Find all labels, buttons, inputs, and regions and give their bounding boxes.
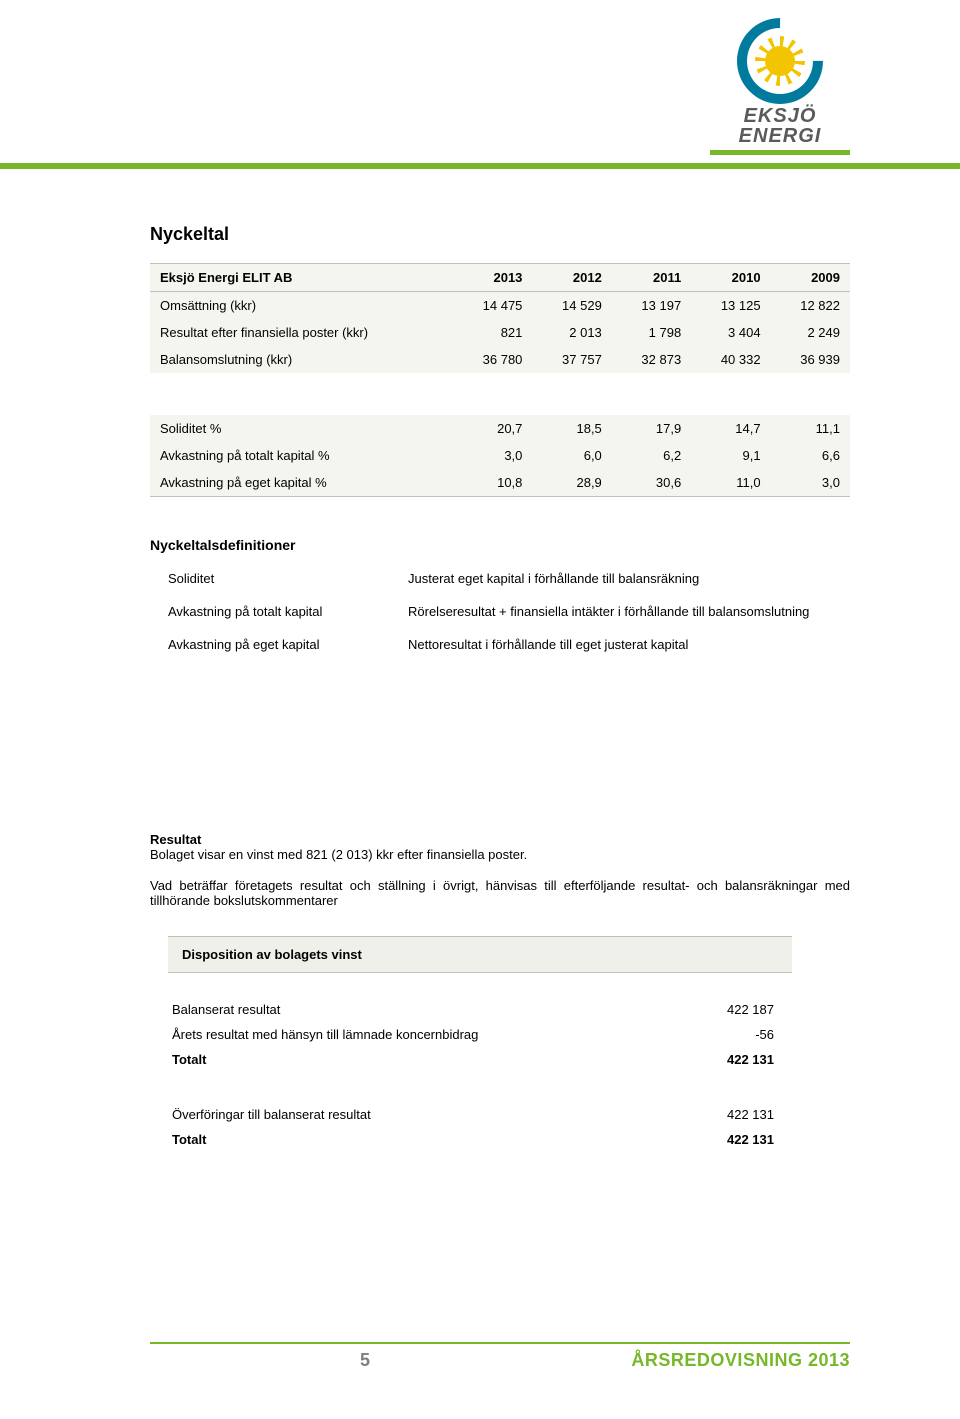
logo-line2: ENERGI [739,125,822,147]
table-row: Resultat efter finansiella poster (kkr)8… [150,319,850,346]
page-number: 5 [360,1350,370,1371]
logo-underline [710,150,850,155]
definition-desc: Nettoresultat i förhållande till eget ju… [408,637,850,652]
disposition-title: Disposition av bolagets vinst [168,936,792,973]
nyckeltal-table: Eksjö Energi ELIT AB 2013 2012 2011 2010… [150,263,850,497]
definition-row: SoliditetJusterat eget kapital i förhåll… [150,571,850,586]
cell-value: 14,7 [691,415,770,442]
col-2011: 2011 [612,264,691,292]
cell-value: 821 [453,319,532,346]
definitions-list: SoliditetJusterat eget kapital i förhåll… [150,571,850,652]
disposition-table-1: Balanserat resultat422 187Årets resultat… [168,997,778,1072]
total-label: Totalt [168,1047,650,1072]
cell-value: 2 249 [771,319,850,346]
cell-value: 18,5 [532,415,611,442]
row-label: Omsättning (kkr) [150,292,453,320]
row-label: Avkastning på eget kapital % [150,469,453,497]
table-row: Soliditet %20,718,517,914,711,1 [150,415,850,442]
cell-value: 36 939 [771,346,850,373]
definition-row: Avkastning på totalt kapitalRörelseresul… [150,604,850,619]
cell-value: -56 [650,1022,778,1047]
definition-desc: Justerat eget kapital i förhållande till… [408,571,850,586]
total-value: 422 131 [650,1127,778,1152]
cell-value: 12 822 [771,292,850,320]
company-logo: EKSJÖ ENERGI [710,18,850,155]
resultat-label: Resultat [150,832,201,847]
definition-row: Avkastning på eget kapitalNettoresultat … [150,637,850,652]
cell-value: 14 529 [532,292,611,320]
row-label: Balanserat resultat [168,997,650,1022]
cell-value: 2 013 [532,319,611,346]
disposition-block: Disposition av bolagets vinst Balanserat… [150,936,850,1152]
cell-value: 13 197 [612,292,691,320]
logo-text: EKSJÖ ENERGI [739,106,822,146]
cell-value: 32 873 [612,346,691,373]
col-label: Eksjö Energi ELIT AB [150,264,453,292]
cell-value: 20,7 [453,415,532,442]
cell-value: 422 131 [650,1102,778,1127]
page-footer: 5 ÅRSREDOVISNING 2013 [150,1342,850,1371]
definition-term: Avkastning på eget kapital [168,637,408,652]
col-2012: 2012 [532,264,611,292]
row-label: Överföringar till balanserat resultat [168,1102,650,1127]
table-row: Omsättning (kkr)14 47514 52913 19713 125… [150,292,850,320]
total-row: Totalt422 131 [168,1047,778,1072]
defs-title: Nyckeltalsdefinitioner [150,537,850,553]
table-row: Avkastning på totalt kapital %3,06,06,29… [150,442,850,469]
resultat-line1: Bolaget visar en vinst med 821 (2 013) k… [150,847,527,862]
cell-value: 11,1 [771,415,850,442]
col-2009: 2009 [771,264,850,292]
row-label: Soliditet % [150,415,453,442]
top-divider [0,163,960,169]
row-label: Balansomslutning (kkr) [150,346,453,373]
cell-value: 3,0 [771,469,850,497]
cell-value: 9,1 [691,442,770,469]
footer-doc-label: ÅRSREDOVISNING 2013 [631,1350,850,1371]
cell-value: 3 404 [691,319,770,346]
cell-value: 28,9 [532,469,611,497]
row-label: Avkastning på totalt kapital % [150,442,453,469]
col-2010: 2010 [691,264,770,292]
cell-value: 17,9 [612,415,691,442]
col-2013: 2013 [453,264,532,292]
row-label: Årets resultat med hänsyn till lämnade k… [168,1022,650,1047]
table-row: Överföringar till balanserat resultat422… [168,1102,778,1127]
definition-term: Avkastning på totalt kapital [168,604,408,619]
cell-value: 11,0 [691,469,770,497]
table-row: Årets resultat med hänsyn till lämnade k… [168,1022,778,1047]
cell-value: 36 780 [453,346,532,373]
cell-value: 6,6 [771,442,850,469]
cell-value: 30,6 [612,469,691,497]
table-row: Avkastning på eget kapital %10,828,930,6… [150,469,850,497]
cell-value: 10,8 [453,469,532,497]
sun-icon [765,46,795,76]
cell-value: 6,0 [532,442,611,469]
cell-value: 6,2 [612,442,691,469]
cell-value: 3,0 [453,442,532,469]
cell-value: 1 798 [612,319,691,346]
logo-line1: EKSJÖ [744,105,817,127]
cell-value: 13 125 [691,292,770,320]
resultat-block: Resultat Bolaget visar en vinst med 821 … [150,832,850,1152]
definition-desc: Rörelseresultat + finansiella intäkter i… [408,604,850,619]
definition-term: Soliditet [168,571,408,586]
disposition-table-2: Överföringar till balanserat resultat422… [168,1102,778,1152]
cell-value: 14 475 [453,292,532,320]
section-title-nyckeltal: Nyckeltal [150,224,850,245]
logo-badge [737,18,823,104]
table-row: Balansomslutning (kkr)36 78037 75732 873… [150,346,850,373]
total-label: Totalt [168,1127,650,1152]
table-spacer [150,373,850,415]
cell-value: 37 757 [532,346,611,373]
total-row: Totalt422 131 [168,1127,778,1152]
table-row: Balanserat resultat422 187 [168,997,778,1022]
resultat-line2: Vad beträffar företagets resultat och st… [150,878,850,908]
row-label: Resultat efter finansiella poster (kkr) [150,319,453,346]
cell-value: 40 332 [691,346,770,373]
total-value: 422 131 [650,1047,778,1072]
cell-value: 422 187 [650,997,778,1022]
